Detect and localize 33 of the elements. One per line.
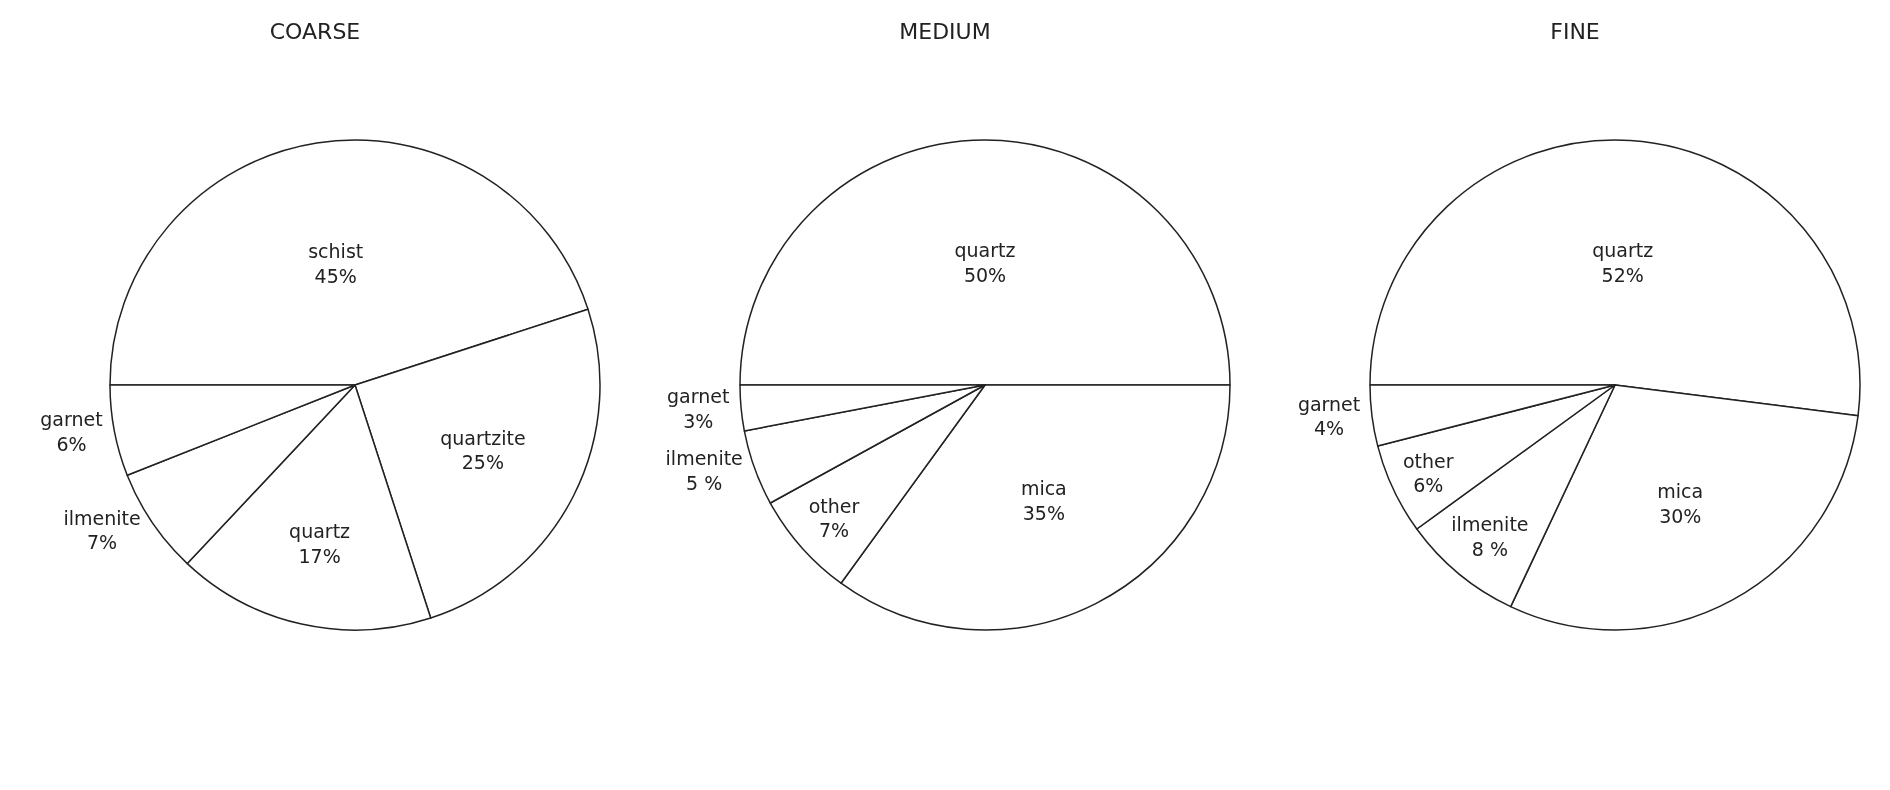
slice-label: ilmenite <box>63 506 141 529</box>
slice-label: other <box>808 494 860 517</box>
chart-title: COARSE <box>269 19 361 45</box>
data-label: 3% <box>683 409 714 432</box>
data-label: 8 % <box>1471 537 1509 560</box>
slice-label: quartz <box>289 520 351 543</box>
slice-label: mica <box>1020 477 1067 500</box>
chart-title: MEDIUM <box>899 19 991 45</box>
slice-label: ilmenite <box>1451 512 1529 535</box>
slice-label: garnet <box>667 384 730 407</box>
data-label: 45% <box>314 264 357 287</box>
slice-label: garnet <box>1297 392 1361 415</box>
data-label: 6% <box>56 433 87 456</box>
data-label: 4% <box>1313 417 1345 440</box>
data-label: 5 % <box>686 472 723 495</box>
data-label: 52% <box>1601 264 1644 287</box>
data-label: 7% <box>87 531 118 554</box>
slice-label: quartzite <box>440 426 526 449</box>
slice-label: mica <box>1657 480 1704 503</box>
data-label: 30% <box>1659 505 1702 528</box>
data-label: 7% <box>818 519 850 542</box>
slice-label: other <box>1402 449 1454 472</box>
data-label: 25% <box>461 451 504 474</box>
chart-title: FINE <box>1550 19 1600 45</box>
data-label: 35% <box>1022 501 1065 524</box>
slice-label: garnet <box>40 408 103 431</box>
slice-label: ilmenite <box>665 447 743 470</box>
data-label: 50% <box>963 263 1007 286</box>
slice-label: quartz <box>1592 239 1654 262</box>
data-label: 6% <box>1413 474 1444 497</box>
slice-label: schist <box>308 239 364 262</box>
slice-label: quartz <box>954 239 1016 262</box>
data-label: 17% <box>298 544 341 567</box>
